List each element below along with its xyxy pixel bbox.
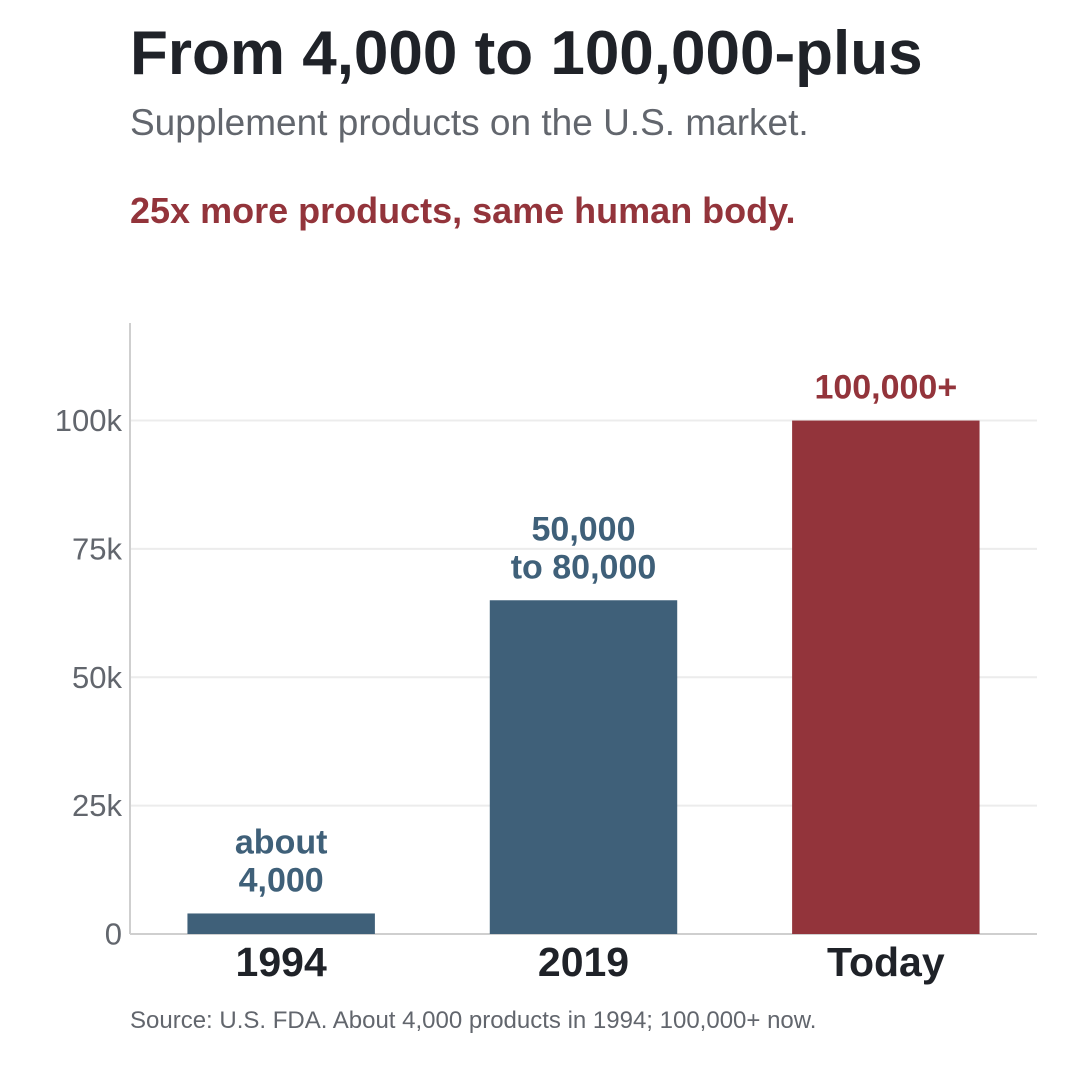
data-label: to 80,000: [511, 548, 657, 586]
x-tick-label: Today: [827, 939, 945, 985]
bar-today: [792, 420, 980, 934]
y-tick-label: 100k: [55, 403, 123, 438]
chart-subtitle: Supplement products on the U.S. market.: [130, 102, 809, 143]
y-tick-label: 0: [105, 917, 122, 952]
source-note: Source: U.S. FDA. About 4,000 products i…: [130, 1007, 817, 1034]
data-label: about: [235, 823, 328, 861]
data-label: 50,000: [532, 510, 636, 548]
tick-labels: 0 25k 50k 75k 100k 1994 2019 Today: [55, 403, 945, 985]
y-tick-label: 50k: [72, 660, 122, 695]
bar-2019: [489, 600, 678, 934]
chart-title: From 4,000 to 100,000-plus: [130, 19, 923, 88]
x-tick-label: 1994: [236, 939, 327, 985]
bar-1994: [187, 913, 375, 934]
y-tick-label: 75k: [72, 531, 122, 566]
y-tick-label: 25k: [72, 788, 122, 823]
x-tick-label: 2019: [538, 939, 629, 985]
bars: [187, 420, 980, 934]
data-label: 4,000: [239, 861, 324, 899]
chart-highlight: 25x more products, same human body.: [130, 190, 796, 231]
data-label: 100,000+: [814, 369, 957, 407]
